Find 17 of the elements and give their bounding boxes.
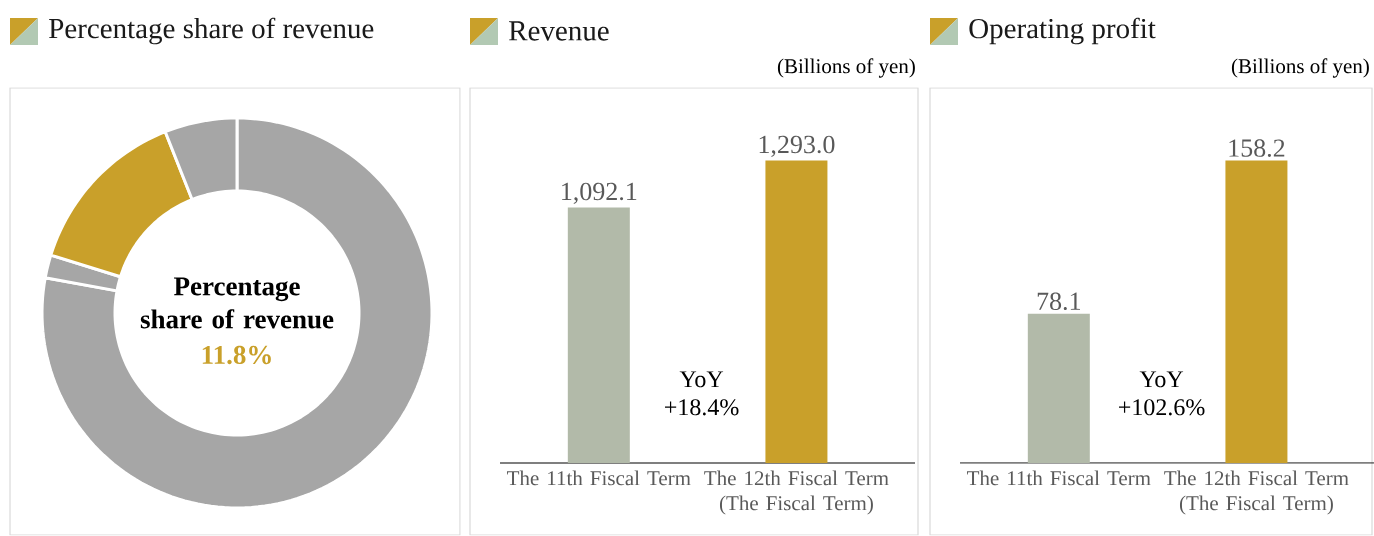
annotation: YoY +18.4% <box>665 371 739 416</box>
chart-title: Percentage share of revenue <box>49 17 374 45</box>
x-tick-label: The 11th Fiscal Term <box>967 470 1151 486</box>
annotation: YoY +102.6% <box>1119 371 1205 416</box>
x-tick-label: The 11th Fiscal Term <box>507 470 691 486</box>
chart-title: Operating profit <box>969 17 1156 45</box>
x-tick-label: The 12th Fiscal Term (The Fiscal Term) <box>1164 470 1349 515</box>
data-label: 1,092.1 <box>562 182 637 205</box>
text: Percentage share of revenue <box>140 277 334 329</box>
data-label: 78.1 <box>1037 292 1080 311</box>
data-label: 1,293.0 <box>759 135 835 158</box>
chart-subtitle: (Billions of yen) <box>777 58 915 78</box>
text: 11.8% <box>202 346 271 365</box>
chart-title: Revenue <box>509 21 609 41</box>
data-label: 158.2 <box>1229 139 1285 158</box>
chart-subtitle: (Billions of yen) <box>1231 58 1369 78</box>
x-tick-label: The 12th Fiscal Term (The Fiscal Term) <box>704 470 889 515</box>
